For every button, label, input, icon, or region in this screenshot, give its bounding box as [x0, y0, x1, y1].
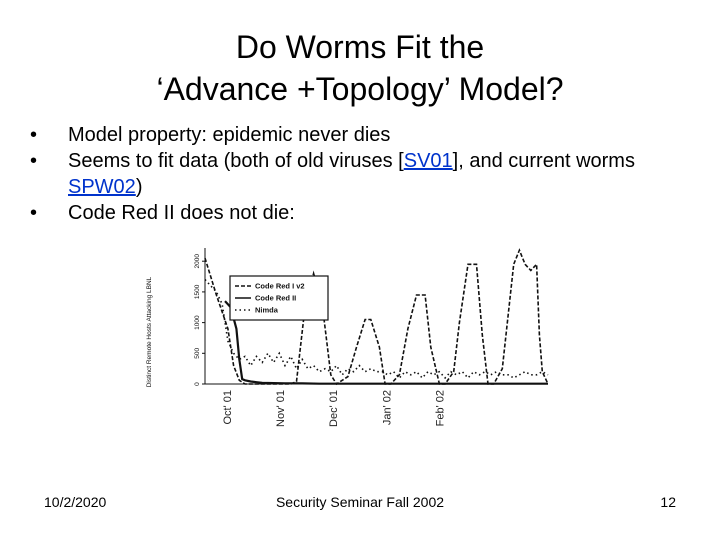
legend-label: Code Red I v2 — [255, 282, 305, 291]
y-tick-label: 2000 — [194, 254, 201, 269]
sv01-link[interactable]: SV01 — [403, 150, 453, 172]
y-axis-label: Distinct Remote Hosts Attacking LBNL — [146, 276, 153, 387]
page-number: 12 — [660, 494, 676, 510]
traffic-chart: 0 500 1000 1500 2000 Oct' 01 Nov' 01 Dec' 01 Jan… — [120, 192, 620, 452]
bullet-3: Code Red II does not die: — [28, 200, 708, 226]
bullet-list: Model property: epidemic never dies Seem… — [28, 122, 708, 226]
y-tick-label: 0 — [194, 382, 201, 386]
series-line-code-red-i-v2 — [204, 248, 549, 386]
legend-label: Code Red II — [255, 294, 296, 303]
footer-title: Security Seminar Fall 2002 — [275, 494, 445, 510]
spw02-link[interactable]: SPW02 — [68, 176, 136, 198]
x-tick-label: Jan' 02 — [381, 390, 393, 425]
legend-label: Nimda — [255, 306, 279, 315]
title-line-2: ‘Advance +Topology’ Model? — [156, 71, 564, 107]
bullet-1-text: Model property: epidemic never dies — [68, 124, 391, 146]
series-line-code-red-ii — [224, 300, 548, 385]
bullet-1: Model property: epidemic never dies — [28, 122, 708, 148]
x-tick-label: Feb' 02 — [435, 390, 447, 426]
y-tick-label: 1500 — [194, 284, 201, 299]
bullet-2-middle: ], and current worms — [452, 150, 635, 172]
y-tick-label: 500 — [194, 348, 201, 359]
bullet-2-prefix: Seems to fit data (both of old viruses [ — [68, 150, 404, 172]
series-line-nimda — [204, 279, 549, 380]
bullet-2-suffix: ) — [135, 176, 143, 198]
title-line-1: Do Worms Fit the — [235, 29, 485, 65]
slide-title: Do Worms Fit the ‘Advance +Topology’ Mod… — [0, 26, 720, 110]
bullet-3-text: Code Red II does not die: — [68, 202, 295, 224]
chart-legend: Code Red I v2 Code Red II Nimda — [229, 275, 329, 321]
x-tick-label: Oct' 01 — [222, 390, 234, 425]
bullet-2: Seems to fit data (both of old viruses [… — [28, 148, 708, 200]
x-tick-label: Nov' 01 — [275, 390, 287, 427]
y-tick-label: 1000 — [194, 315, 201, 330]
footer-date: 10/2/2020 — [44, 494, 107, 510]
chart-background — [120, 192, 620, 452]
x-tick-label: Dec' 01 — [328, 390, 340, 427]
